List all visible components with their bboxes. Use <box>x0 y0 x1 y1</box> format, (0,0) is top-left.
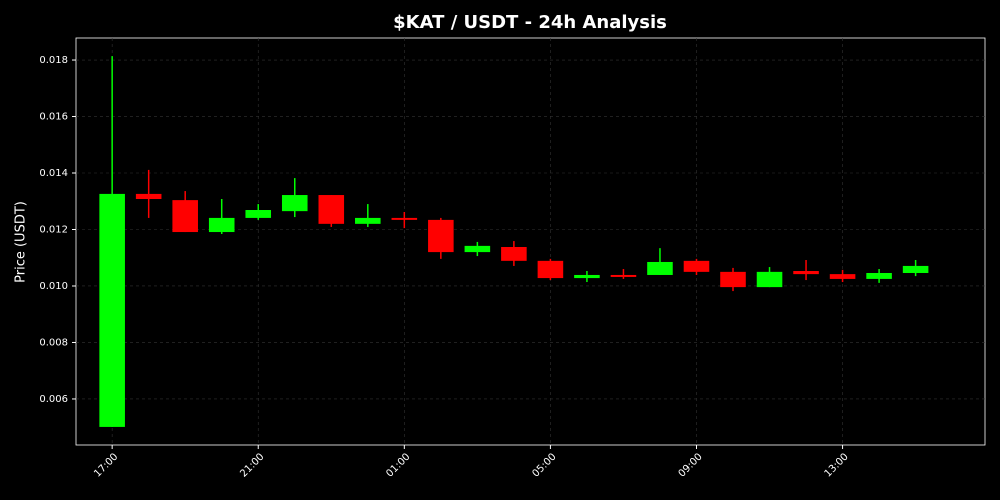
candle-body <box>355 217 381 224</box>
candle-body <box>793 271 819 275</box>
candle-body <box>208 217 235 233</box>
candle-body <box>902 265 929 273</box>
candle-body <box>647 261 673 275</box>
candle-body <box>683 260 710 272</box>
candle-body <box>756 271 783 288</box>
chart-title: $KAT / USDT - 24h Analysis <box>393 12 667 33</box>
candle-body <box>281 195 308 212</box>
candle-body <box>537 260 564 279</box>
y-tick-label: 0.012 <box>39 224 68 235</box>
candle-body <box>501 247 527 261</box>
candle-body <box>866 272 892 279</box>
candle-body <box>720 271 746 288</box>
candle-body <box>574 274 600 279</box>
candle-body <box>428 219 454 253</box>
candle-body <box>391 217 418 220</box>
candle-body <box>245 210 272 218</box>
y-tick-label: 0.014 <box>39 168 68 179</box>
y-axis-label: Price (USDT) <box>14 201 29 283</box>
candle-body <box>610 274 637 277</box>
candle-body <box>318 195 345 224</box>
y-tick-label: 0.016 <box>39 112 68 123</box>
y-tick-label: 0.006 <box>39 394 68 405</box>
plot-frame <box>75 37 986 446</box>
candle-body <box>829 274 856 279</box>
y-tick-label: 0.008 <box>39 337 68 348</box>
y-tick-label: 0.018 <box>39 55 68 66</box>
candle-body <box>172 200 198 233</box>
y-tick-label: 0.010 <box>39 281 68 292</box>
candle-body <box>135 193 162 199</box>
candle-body <box>464 245 491 253</box>
candle-body <box>99 193 125 427</box>
